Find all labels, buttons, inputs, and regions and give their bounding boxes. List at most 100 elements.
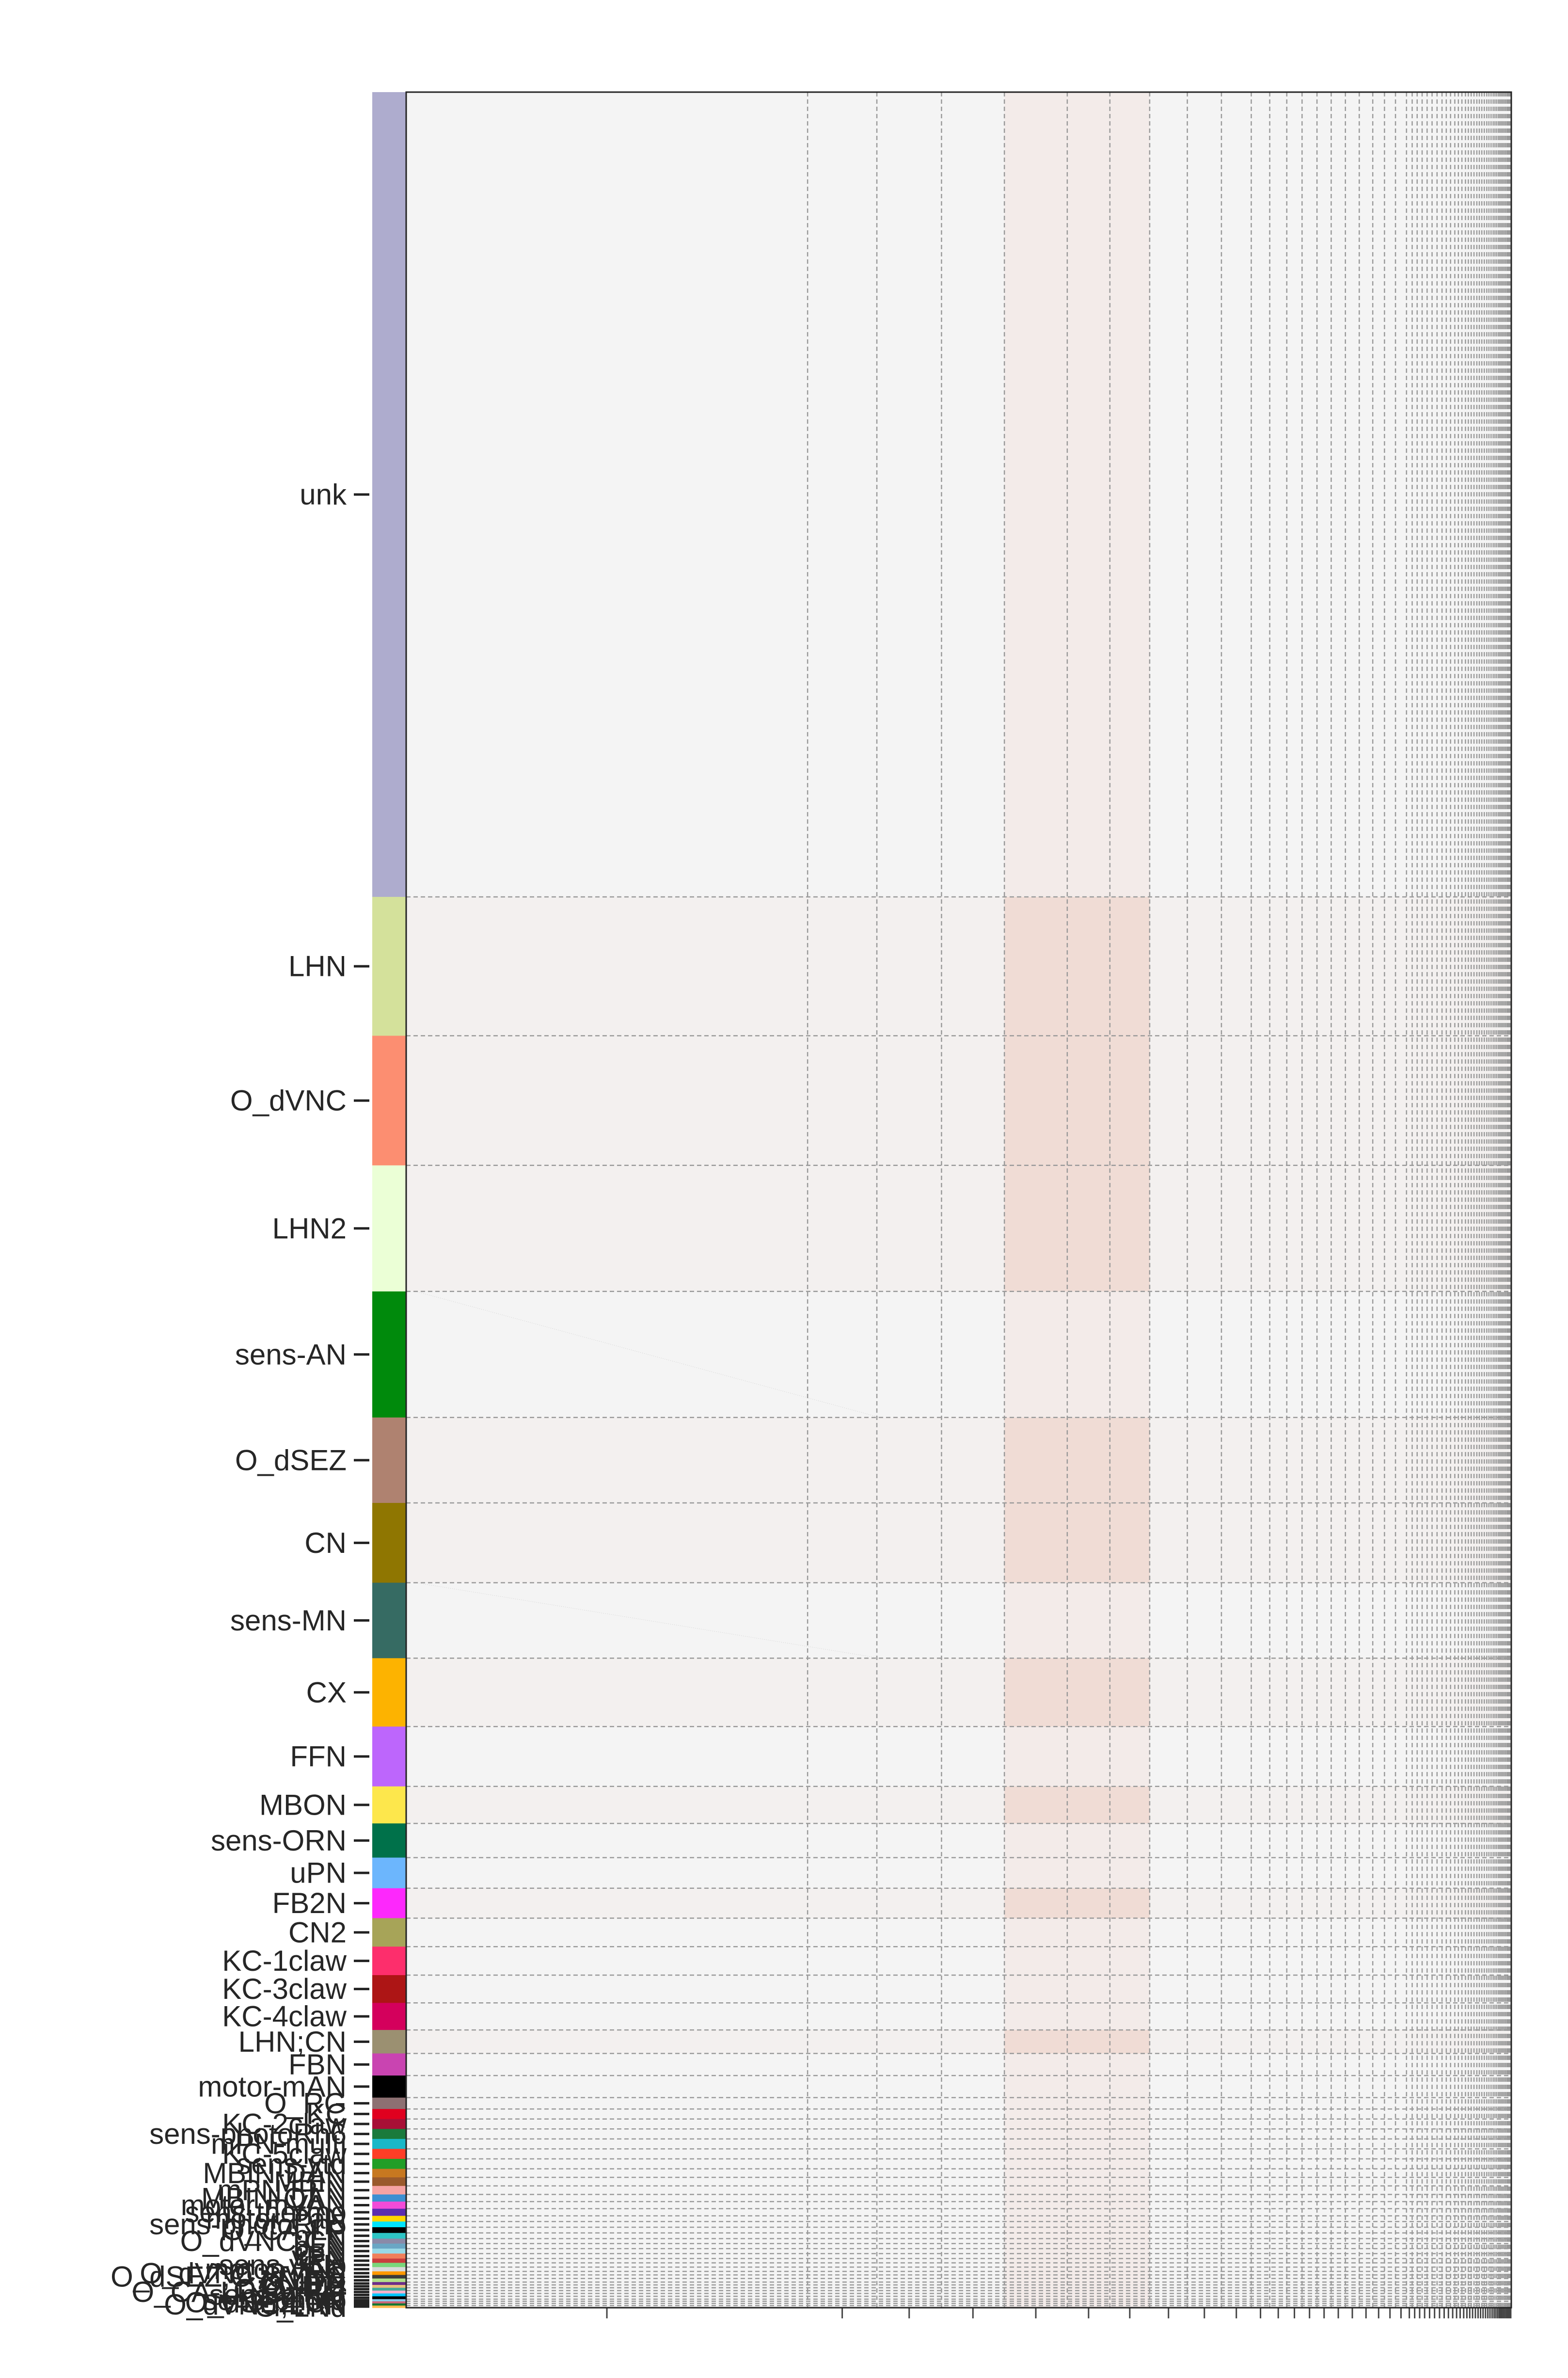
row-group-color-segment [372,2221,406,2228]
y-tick-label: sens-thermo [185,2196,347,2229]
row-group-color-segment [372,2030,406,2054]
dense-block [1067,1165,1110,1292]
row-group-color-segment [372,2303,406,2306]
dense-block [1067,1888,1110,1918]
row-group-color-segment [372,2075,406,2098]
dense-block [1004,2030,1067,2054]
y-tick-label: O_dVNC;O_RG [140,2257,347,2289]
y-tick-label: LHN2 [272,1212,347,1245]
y-tick-label: KC-1claw [222,1945,347,1977]
row-group-color-segment [372,2305,406,2308]
row-group-color-segment [372,2258,406,2264]
y-tick-label: LHN [288,950,347,983]
y-tick-label: LN-other [234,2282,347,2314]
y-tick-label: sens-AN [235,1338,347,1371]
row-group-color-segment [372,2243,406,2249]
row-group-color-segment [372,2278,406,2282]
y-tick-label: KC-3claw [222,1973,347,2005]
dense-block [1067,1786,1110,1824]
row-group-color-segment [372,2293,406,2297]
y-tick-label: sens-MN [230,1604,347,1637]
y-tick-label: sens-other [209,2279,347,2311]
row-group-color-segment [372,2177,406,2186]
row-group-color-segment [372,2216,406,2222]
row-group-color-segment [372,2263,406,2267]
row-group-color-segment [372,2053,406,2076]
dense-block [1004,896,1067,1036]
y-tick-label: sens-ORN [211,1824,347,1857]
y-tick-label: O_CA-LP [222,2214,347,2246]
dense-column-band [1067,92,1110,2308]
row-group-color-segment [372,2233,406,2239]
y-tick-label: CN2 [288,1916,347,1948]
heatmap-frame [405,91,1512,2309]
row-group-color-segment [372,1036,406,1166]
row-group-color-segment [372,1165,406,1292]
row-group-color-segment [372,2227,406,2234]
row-group-color-segment [372,1582,406,1659]
dense-block [1067,896,1110,1036]
dense-block [1109,1503,1150,1583]
dense-block [1004,1786,1067,1824]
row-group-color-segment [372,2299,406,2302]
y-tick-label: O_dVNC;CN [180,2225,347,2257]
y-tick-label: pLN [293,2219,347,2252]
row-group-color-segment [372,2129,406,2139]
row-group-color-segment [372,2282,406,2285]
y-tick-label: unk [300,478,347,511]
row-group-color-segment [372,896,406,1036]
row-group-color-bar [372,92,406,2308]
dense-block [1067,2030,1110,2054]
y-tick-label: O_dVNC [230,1085,347,1117]
row-group-color-segment [372,1726,406,1787]
dense-column-band [1004,92,1067,2308]
y-tick-label: O_ITP [263,2270,347,2302]
y-tick-label: tPN [298,2245,347,2277]
row-group-color-segment [372,2287,406,2291]
dense-block [1109,1417,1150,1503]
row-group-color-segment [372,2158,406,2170]
y-tick-label: vPN [292,2240,347,2272]
dense-block [1004,1417,1067,1503]
y-tick-label: LHN;CN [238,2026,347,2058]
diagonal-trace [415,1291,880,1418]
row-group-color-segment [372,1291,406,1418]
y-tick-label: O_dVNC;LHN [164,2288,347,2321]
y-tick-label: KC [306,2098,347,2130]
y-tick-label: motor-VAN [205,2253,347,2285]
y-tick-label: FB2N [272,1887,347,1919]
row-group-color-segment [372,1786,406,1824]
row-group-color-segment [372,2003,406,2030]
row-group-color-segment [372,1417,406,1503]
row-group-color-segment [372,2169,406,2178]
y-tick-label: LN-TN [261,2264,347,2297]
y-axis-ticks: unk LHN O_dVNC LHN2 sens-AN O_dSEZ CN sens-MN CX… [111,478,369,2323]
dense-block [1004,1658,1067,1727]
dense-block [1004,1036,1067,1165]
y-tick-label: O_CA-LP;O_RG [132,2276,347,2308]
y-tick-label: O_RG [264,2087,347,2120]
dense-block [1109,896,1150,1036]
dense-block [1004,1503,1067,1583]
y-tick-label: MBIN [274,2165,347,2198]
y-tick-label: KC-4claw [222,2000,347,2033]
y-tick-label: FBN [288,2048,347,2081]
y-tick-label: O_dSEZ;CN [185,2286,347,2318]
y-tick-label: O_LNd [254,2290,347,2323]
dense-block [1067,1658,1110,1727]
row-group-color-segment [372,2301,406,2304]
dense-block [1109,1036,1150,1165]
y-tick-label: O_IPC [259,2267,347,2300]
y-tick-label: motor-mVAN [181,2189,347,2221]
y-tick-label: mPN-multi [211,2128,347,2160]
dense-block [1067,1503,1110,1583]
row-group-color-segment [372,2284,406,2288]
dense-block [1109,1165,1150,1292]
dense-block [1109,2030,1150,2054]
dense-block [1067,1036,1110,1165]
y-tick-label: CN [304,1527,347,1559]
row-group-color-segment [372,1823,406,1858]
row-group-color-segment [372,1918,406,1947]
row-group-color-segment [372,1503,406,1583]
dense-block [1109,1658,1150,1727]
